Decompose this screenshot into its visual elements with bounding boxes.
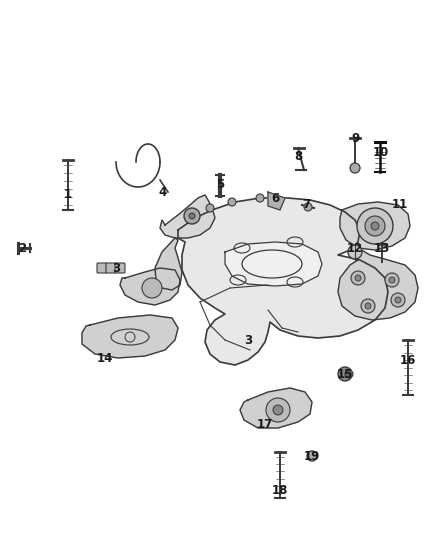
Text: 5: 5 xyxy=(216,179,224,191)
Text: 11: 11 xyxy=(392,198,408,212)
Text: 3: 3 xyxy=(112,262,120,274)
Circle shape xyxy=(391,293,405,307)
Polygon shape xyxy=(82,315,178,358)
FancyBboxPatch shape xyxy=(106,263,116,273)
Text: 4: 4 xyxy=(159,187,167,199)
Circle shape xyxy=(184,208,200,224)
Polygon shape xyxy=(340,202,410,250)
Circle shape xyxy=(361,299,375,313)
Circle shape xyxy=(189,213,195,219)
Circle shape xyxy=(348,245,362,259)
Polygon shape xyxy=(338,248,418,320)
Circle shape xyxy=(371,222,379,230)
Circle shape xyxy=(351,271,365,285)
Circle shape xyxy=(142,278,162,298)
Circle shape xyxy=(365,216,385,236)
FancyBboxPatch shape xyxy=(115,263,125,273)
Text: 14: 14 xyxy=(97,351,113,365)
Text: 6: 6 xyxy=(271,191,279,205)
Text: 18: 18 xyxy=(272,483,288,497)
Polygon shape xyxy=(178,198,388,365)
Text: 1: 1 xyxy=(64,189,72,201)
Circle shape xyxy=(357,208,393,244)
Circle shape xyxy=(355,275,361,281)
Text: 16: 16 xyxy=(400,353,416,367)
Circle shape xyxy=(266,398,290,422)
Circle shape xyxy=(256,194,264,202)
Circle shape xyxy=(385,273,399,287)
Polygon shape xyxy=(160,195,215,238)
Polygon shape xyxy=(120,268,180,305)
Text: 12: 12 xyxy=(347,241,363,254)
Text: 8: 8 xyxy=(294,150,302,164)
Circle shape xyxy=(350,163,360,173)
Text: 2: 2 xyxy=(18,241,26,254)
Text: 7: 7 xyxy=(302,198,310,212)
Text: 9: 9 xyxy=(351,132,359,144)
Polygon shape xyxy=(268,192,285,210)
Circle shape xyxy=(228,198,236,206)
Text: 10: 10 xyxy=(373,146,389,158)
Text: 15: 15 xyxy=(337,367,353,381)
FancyBboxPatch shape xyxy=(97,263,107,273)
Circle shape xyxy=(365,303,371,309)
Circle shape xyxy=(304,203,312,211)
Text: 3: 3 xyxy=(244,334,252,346)
Polygon shape xyxy=(225,242,322,286)
Circle shape xyxy=(395,297,401,303)
Text: 19: 19 xyxy=(304,449,320,463)
Circle shape xyxy=(389,277,395,283)
Text: 17: 17 xyxy=(257,418,273,432)
Circle shape xyxy=(307,451,317,461)
Circle shape xyxy=(206,204,214,212)
Text: 13: 13 xyxy=(374,241,390,254)
Circle shape xyxy=(345,370,353,378)
Circle shape xyxy=(242,334,254,346)
Circle shape xyxy=(273,405,283,415)
Polygon shape xyxy=(155,238,182,290)
Circle shape xyxy=(338,367,352,381)
Polygon shape xyxy=(240,388,312,428)
